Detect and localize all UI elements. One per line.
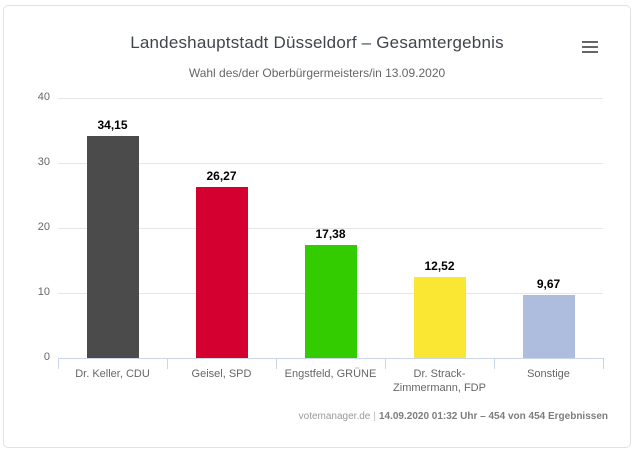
x-axis-tick <box>276 359 277 369</box>
y-axis-tick-label: 0 <box>43 351 50 363</box>
credits-separator: | <box>373 411 376 422</box>
x-axis-category-label: Engstfeld, GRÜNE <box>284 368 377 380</box>
plot-area: 0 10 20 30 40 34,15 Dr. Keller, CDU 26,27 Geisel… <box>4 6 630 447</box>
bar-value-label: 17,38 <box>315 227 346 242</box>
bar-value-label: 34,15 <box>97 118 128 133</box>
y-axis-tick-label: 20 <box>37 221 50 233</box>
y-gridline <box>58 228 603 229</box>
x-axis-category-label: Sonstige <box>527 368 570 380</box>
chart-bar[interactable] <box>86 136 139 358</box>
x-axis-category-label: Dr. Strack-Zimmermann, FDP <box>393 368 486 394</box>
hamburger-menu-icon <box>582 45 598 49</box>
hamburger-menu-icon <box>582 40 598 44</box>
hamburger-menu-icon <box>582 50 598 54</box>
y-axis-tick-label: 30 <box>37 156 50 168</box>
results-status: 14.09.2020 01:32 Uhr – 454 von 454 Ergeb… <box>378 411 608 422</box>
chart-title: Landeshauptstadt Düsseldorf – Gesamterge… <box>130 33 504 52</box>
bar-value-label: 9,67 <box>536 277 561 292</box>
y-axis-tick-label: 10 <box>37 286 50 298</box>
x-axis-line <box>58 358 604 359</box>
chart-card: Landeshauptstadt Düsseldorf – Gesamterge… <box>3 5 631 448</box>
x-axis-tick <box>58 359 59 369</box>
x-axis-tick <box>603 359 604 369</box>
chart-bar[interactable] <box>522 295 575 358</box>
credits-source-link[interactable]: votemanager.de <box>298 411 371 422</box>
x-axis-category-label: Dr. Keller, CDU <box>75 368 150 380</box>
bar-value-label: 12,52 <box>424 258 455 273</box>
y-axis-tick-label: 40 <box>37 91 50 103</box>
x-axis-tick <box>167 359 168 369</box>
chart-bar[interactable] <box>195 187 248 358</box>
chart-credits: votemanager.de | 14.09.2020 01:32 Uhr – 45… <box>299 411 608 422</box>
bar-value-label: 26,27 <box>206 169 237 184</box>
chart-bar[interactable] <box>304 245 357 358</box>
chart-context-menu-button[interactable] <box>578 35 604 59</box>
chart-subtitle: Wahl des/der Oberbürgermeisters/in 13.09… <box>188 66 446 80</box>
x-axis-tick <box>494 359 495 369</box>
y-gridline <box>58 98 603 99</box>
x-axis-tick <box>385 359 386 369</box>
chart-bar[interactable] <box>413 276 466 358</box>
x-axis-category-label: Geisel, SPD <box>191 368 252 380</box>
y-gridline <box>58 163 603 164</box>
